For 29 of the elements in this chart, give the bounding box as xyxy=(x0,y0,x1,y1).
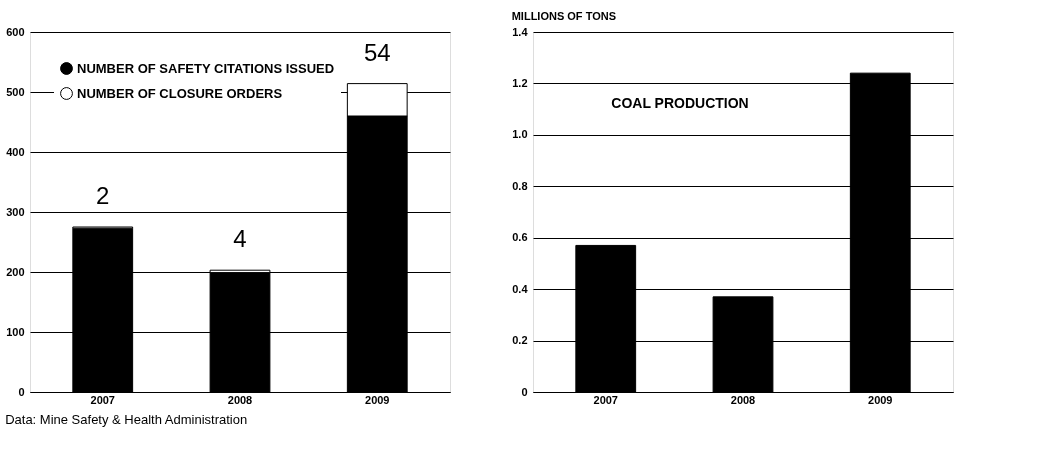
y-tick-label: 0.8 xyxy=(512,179,528,192)
y-tick-label: 400 xyxy=(6,145,25,158)
y-tick-label: 1.0 xyxy=(512,128,528,141)
x-tick-label: 2007 xyxy=(90,393,115,406)
x-tick-label: 2009 xyxy=(365,393,390,406)
y-tick-label: 0.6 xyxy=(512,231,528,244)
data-label: 4 xyxy=(233,225,247,253)
legend-label: NUMBER OF CLOSURE ORDERS xyxy=(77,85,283,101)
y-tick-label: 0 xyxy=(521,385,528,398)
data-label: 2 xyxy=(96,182,110,209)
text: COAL PRODUCTION xyxy=(611,95,749,111)
y-tick-label: 600 xyxy=(6,25,25,38)
x-tick-label: 2009 xyxy=(868,393,893,406)
x-tick-label: 2008 xyxy=(730,393,756,406)
y-tick-label: 1.2 xyxy=(512,76,528,89)
y-tick-label: 500 xyxy=(6,85,25,98)
x-tick-label: 2007 xyxy=(593,393,618,406)
y-axis-title: MILLIONS OF TONS xyxy=(511,10,617,22)
legend-label: NUMBER OF SAFETY CITATIONS ISSUED xyxy=(77,60,335,76)
y-tick-label: 100 xyxy=(6,325,25,338)
y-tick-label: 300 xyxy=(6,205,25,218)
data-label: 54 xyxy=(363,38,391,66)
y-tick-label: 200 xyxy=(6,265,25,278)
y-tick-label: 0.4 xyxy=(512,282,529,295)
text: Data: Mine Safety & Health Administration xyxy=(5,411,248,427)
y-tick-label: 0 xyxy=(18,385,25,398)
x-tick-label: 2008 xyxy=(227,393,253,406)
y-tick-label: 1.4 xyxy=(512,25,529,38)
y-tick-label: 0.2 xyxy=(512,334,528,347)
